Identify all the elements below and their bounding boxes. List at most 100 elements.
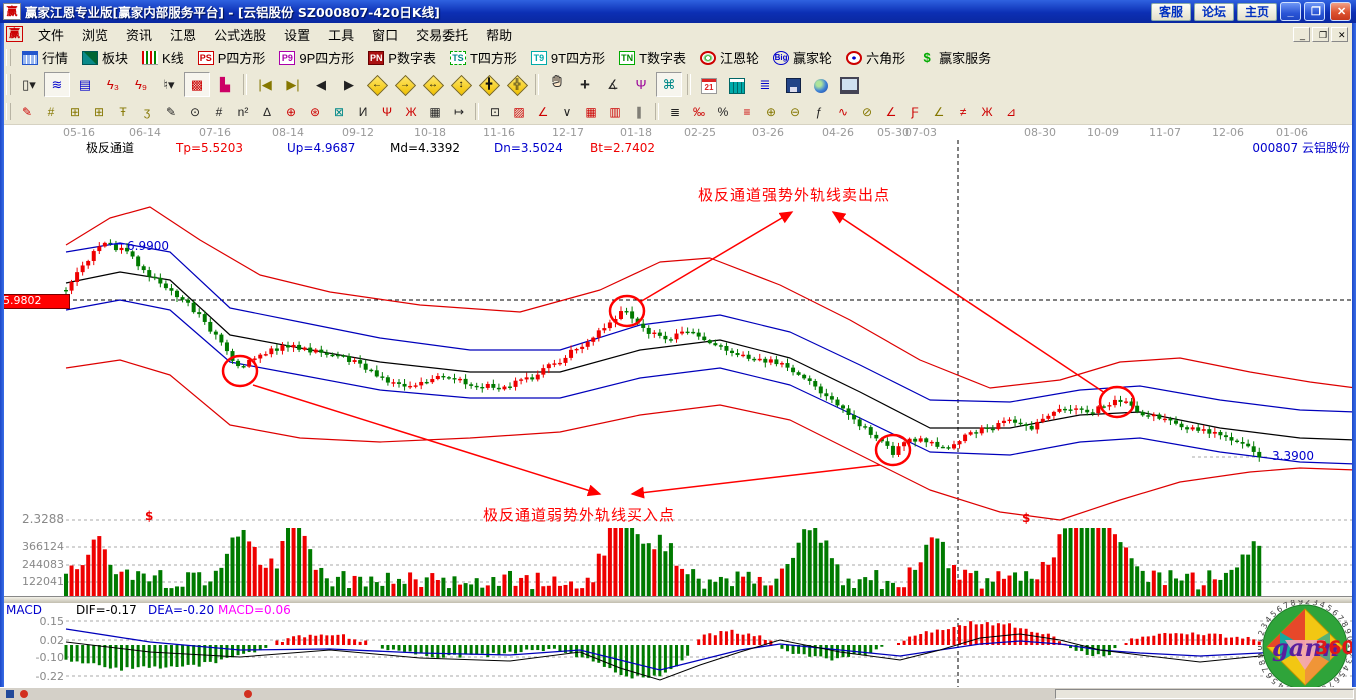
full-view-button[interactable]: ╬ <box>504 72 530 97</box>
calendar-button[interactable]: 21 <box>696 72 722 97</box>
toolbar-t-number-button[interactable]: TN T数字表 <box>612 47 693 69</box>
toolbar-winner-service-button[interactable]: $ 赢家服务 <box>912 47 998 69</box>
price-alert-tag[interactable]: 5.9802 <box>0 294 70 309</box>
draw-tool-11-button[interactable]: ⊕ <box>279 101 303 123</box>
draw-tool-33-button[interactable]: ⊖ <box>783 101 807 123</box>
draw-tool-24-button[interactable]: ▦ <box>579 101 603 123</box>
menu-item-9[interactable]: 帮助 <box>486 28 513 44</box>
tray-alert-icon[interactable] <box>244 690 252 698</box>
goto-last-button[interactable]: ▶| <box>280 72 306 97</box>
draw-tool-29-button[interactable]: ‰ <box>687 101 711 123</box>
smart-tool-button[interactable]: ⌘ <box>656 72 682 97</box>
mdi-minimize-button[interactable]: _ <box>1293 26 1310 42</box>
draw-tool-36-button[interactable]: ⊘ <box>855 101 879 123</box>
candle-style-button[interactable]: ♮▾ <box>156 72 182 97</box>
toolbar-quote-list-button[interactable]: 行情 <box>15 47 75 69</box>
customer-service-button[interactable]: 客服 <box>1150 2 1191 21</box>
kline-style-picker-button[interactable]: ▯▾ <box>16 72 42 97</box>
toolbar-grip[interactable] <box>6 74 11 95</box>
menu-item-7[interactable]: 窗口 <box>372 28 399 44</box>
menu-item-8[interactable]: 交易委托 <box>416 28 469 44</box>
mdi-close-button[interactable]: ✕ <box>1331 26 1348 42</box>
draw-tool-4-button[interactable]: Ŧ <box>111 101 135 123</box>
save-button[interactable] <box>780 72 806 97</box>
draw-tool-17-button[interactable]: ▦ <box>423 101 447 123</box>
draw-tool-15-button[interactable]: Ψ <box>375 101 399 123</box>
gann-tool-button[interactable]: Ψ <box>628 72 654 97</box>
fit-x-button[interactable]: ↔ <box>420 72 446 97</box>
draw-tool-18-button[interactable]: ↦ <box>447 101 471 123</box>
toolbar-p-square-button[interactable]: PS P四方形 <box>191 47 273 69</box>
draw-tool-35-button[interactable]: ∿ <box>831 101 855 123</box>
draw-tool-13-button[interactable]: ⊠ <box>327 101 351 123</box>
f10-info-button[interactable]: ▤ <box>72 72 98 97</box>
shrink-x-button[interactable]: ← <box>364 72 390 97</box>
taskbar-panel[interactable] <box>1055 689 1354 699</box>
toolbar-grip[interactable] <box>6 102 11 121</box>
draw-tool-5-button[interactable]: ʒ <box>135 101 159 123</box>
chart-canvas[interactable] <box>0 124 1356 688</box>
menu-item-5[interactable]: 设置 <box>284 28 311 44</box>
draw-tool-20-button[interactable]: ⊡ <box>483 101 507 123</box>
homepage-button[interactable]: 主页 <box>1236 2 1277 21</box>
crosshair-button[interactable]: + <box>572 72 598 97</box>
draw-tool-41-button[interactable]: Ж <box>975 101 999 123</box>
toolbar-p-number-button[interactable]: PN P数字表 <box>361 47 443 69</box>
menu-item-1[interactable]: 浏览 <box>82 28 109 44</box>
toolbar-gann-wheel-button[interactable]: 江恩轮 <box>693 47 766 69</box>
goto-first-button[interactable]: |◀ <box>252 72 278 97</box>
toolbar-winner-wheel-button[interactable]: Big 赢家轮 <box>766 47 839 69</box>
tray-app-icon[interactable] <box>6 690 14 698</box>
toolbar-hexagon-button[interactable]: 六角形 <box>839 47 912 69</box>
fit-y-button[interactable]: ↕ <box>448 72 474 97</box>
close-button[interactable]: ✕ <box>1330 2 1351 21</box>
draw-tool-7-button[interactable]: ⊙ <box>183 101 207 123</box>
compress-view-button[interactable]: ≋ <box>44 72 70 97</box>
draw-tool-30-button[interactable]: % <box>711 101 735 123</box>
remote-pc-button[interactable] <box>836 72 862 97</box>
draw-tool-10-button[interactable]: ∆ <box>255 101 279 123</box>
wave-3-button[interactable]: ϟ₃ <box>100 72 126 97</box>
angle-tool-button[interactable]: ∡ <box>600 72 626 97</box>
draw-tool-31-button[interactable]: ≡ <box>735 101 759 123</box>
expand-all-button[interactable]: ╋ <box>476 72 502 97</box>
toolbar-t-square-button[interactable]: TS T四方形 <box>443 47 524 69</box>
tray-alert-icon[interactable] <box>20 690 28 698</box>
toolbar-grip[interactable] <box>6 48 11 67</box>
toolbar-t9-square-button[interactable]: T9 9T四方形 <box>524 47 612 69</box>
menu-item-3[interactable]: 江恩 <box>170 28 197 44</box>
draw-tool-23-button[interactable]: ∨ <box>555 101 579 123</box>
menu-item-6[interactable]: 工具 <box>328 28 355 44</box>
draw-tool-34-button[interactable]: ƒ <box>807 101 831 123</box>
draw-tool-0-button[interactable]: ✎ <box>15 101 39 123</box>
memo-button[interactable]: ≣ <box>752 72 778 97</box>
toolbar-sector-button[interactable]: 板块 <box>75 47 135 69</box>
draw-tool-12-button[interactable]: ⊛ <box>303 101 327 123</box>
draw-tool-42-button[interactable]: ⊿ <box>999 101 1023 123</box>
menu-item-2[interactable]: 资讯 <box>126 28 153 44</box>
draw-tool-26-button[interactable]: ∥ <box>627 101 651 123</box>
draw-tool-32-button[interactable]: ⊕ <box>759 101 783 123</box>
menu-item-4[interactable]: 公式选股 <box>214 28 267 44</box>
draw-tool-22-button[interactable]: ∠ <box>531 101 555 123</box>
draw-tool-6-button[interactable]: ✎ <box>159 101 183 123</box>
restore-button[interactable]: ❐ <box>1304 2 1325 21</box>
calculator-button[interactable] <box>724 72 750 97</box>
draw-tool-39-button[interactable]: ∠ <box>927 101 951 123</box>
prev-bar-button[interactable]: ◀ <box>308 72 334 97</box>
draw-tool-37-button[interactable]: ∠ <box>879 101 903 123</box>
draw-tool-14-button[interactable]: И <box>351 101 375 123</box>
macd-title[interactable]: MACD <box>6 603 42 617</box>
mdi-restore-button[interactable]: ❐ <box>1312 26 1329 42</box>
grow-x-button[interactable]: → <box>392 72 418 97</box>
draw-tool-40-button[interactable]: ≠ <box>951 101 975 123</box>
draw-tool-38-button[interactable]: Ƒ <box>903 101 927 123</box>
menu-item-0[interactable]: 文件 <box>38 28 65 44</box>
draw-tool-28-button[interactable]: ≣ <box>663 101 687 123</box>
region-map-button[interactable]: ▩ <box>184 72 210 97</box>
draw-tool-2-button[interactable]: ⊞ <box>63 101 87 123</box>
hand-tool-button[interactable] <box>544 72 570 97</box>
draw-tool-9-button[interactable]: n² <box>231 101 255 123</box>
minimize-button[interactable]: _ <box>1280 2 1301 21</box>
forum-button[interactable]: 论坛 <box>1193 2 1234 21</box>
